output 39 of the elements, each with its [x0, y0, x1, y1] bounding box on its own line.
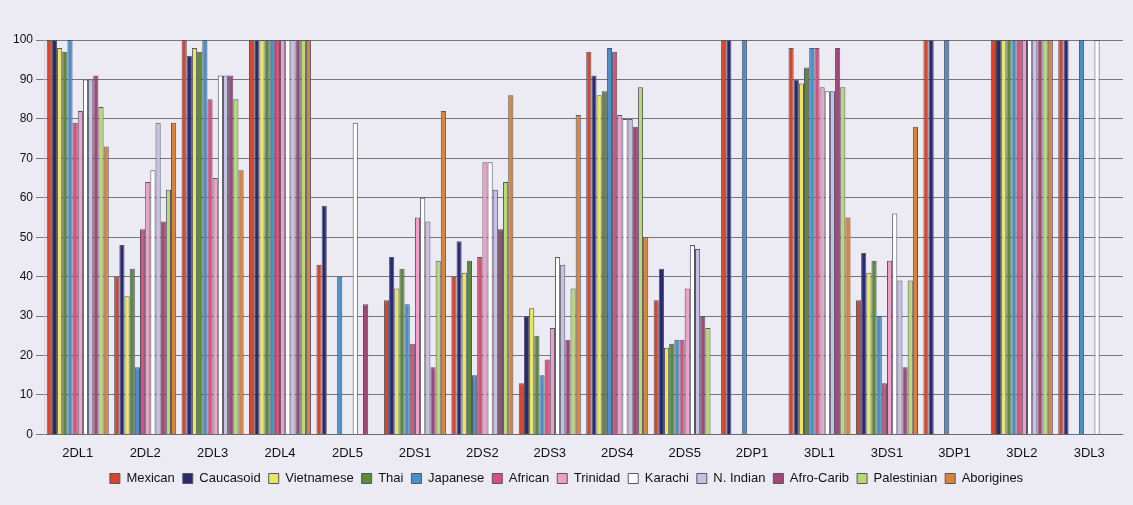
- legend-label: Vietnamese: [285, 470, 354, 486]
- y-tick-label: 10: [19, 387, 34, 402]
- x-tick-label: 3DL3: [1073, 444, 1105, 460]
- x-tick-label: 2DS1: [398, 444, 432, 460]
- x-tick-label: 3DP1: [938, 444, 971, 460]
- legend-label: N. Indian: [713, 470, 766, 486]
- x-tick-label: 2DS2: [466, 444, 499, 460]
- legend-label: Karachi: [644, 470, 689, 486]
- legend-label: Mexican: [126, 470, 175, 486]
- y-tick-label: 100: [12, 32, 34, 47]
- legend-label: African: [508, 470, 550, 486]
- x-tick-label: 3DL2: [1006, 444, 1038, 460]
- x-tick-label: 2DL2: [129, 444, 161, 460]
- legend-label: Caucasoid: [199, 470, 261, 486]
- x-tick-label: 2DS3: [533, 444, 567, 460]
- x-tick-label: 2DL4: [264, 444, 296, 460]
- y-tick-label: 80: [19, 111, 34, 126]
- y-tick-label: 50: [19, 229, 34, 244]
- x-tick-label: 2DS5: [668, 444, 701, 460]
- x-tick-label: 2DL1: [62, 444, 94, 460]
- y-tick-label: 20: [19, 347, 34, 362]
- legend-label: Japanese: [427, 470, 485, 486]
- legend-label: Palestinian: [873, 470, 938, 486]
- y-tick-label: 0: [26, 426, 34, 441]
- x-tick-label: 2DL3: [197, 444, 229, 460]
- y-tick-label: 40: [19, 268, 34, 283]
- x-tick-label: 2DS4: [600, 444, 634, 460]
- legend-label: Trinidad: [573, 470, 621, 486]
- x-tick-label: 2DL5: [331, 444, 364, 460]
- x-tick-label: 3DL1: [804, 444, 836, 460]
- x-tick-label: 3DS1: [870, 444, 904, 460]
- y-tick-label: 30: [19, 308, 34, 323]
- y-tick-label: 60: [19, 190, 34, 205]
- legend-label: Afro-Carib: [789, 470, 850, 486]
- y-tick-label: 90: [19, 71, 34, 86]
- legend-label: Aborigines: [961, 470, 1024, 486]
- legend-label: Thai: [378, 470, 404, 486]
- y-tick-label: 70: [19, 150, 34, 165]
- x-tick-label: 2DP1: [735, 444, 769, 460]
